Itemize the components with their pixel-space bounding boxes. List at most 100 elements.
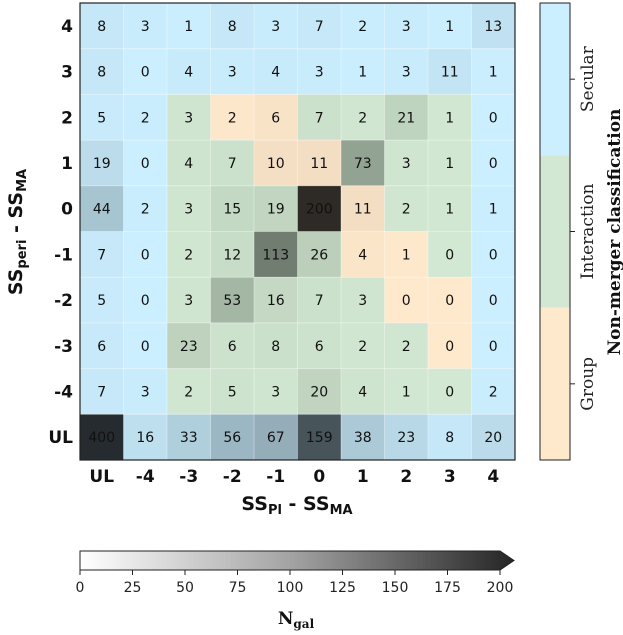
heatmap-cell-value: 0: [445, 247, 454, 263]
heatmap-cell-base: [254, 277, 298, 323]
heatmap-cell-value: 2: [228, 110, 237, 126]
heatmap-cell-base: [384, 322, 428, 369]
ngal-tick-label: 175: [434, 580, 461, 596]
heatmap-cell-value: 20: [484, 430, 502, 446]
heatmap-cell-base: [254, 48, 298, 95]
heatmap-cell-value: 0: [141, 247, 150, 263]
heatmap-cell-value: 113: [262, 247, 289, 263]
x-axis-label: SSPl - SSMA: [241, 493, 352, 518]
heatmap-cell-base: [167, 231, 211, 278]
heatmap-cell-value: 2: [402, 339, 411, 355]
heatmap-cell-base: [384, 414, 428, 460]
heatmap-cell-base: [341, 322, 385, 369]
x-tick-label: 0: [313, 467, 325, 487]
heatmap-cell-base: [341, 48, 385, 95]
heatmap-cell-shade: [297, 140, 341, 186]
heatmap-cell-shade: [297, 231, 341, 278]
heatmap-cell-base: [123, 185, 167, 232]
heatmap-cell-value: 0: [489, 247, 498, 263]
heatmap-cell-value: 7: [97, 384, 106, 400]
heatmap-cell-shade: [341, 414, 385, 460]
heatmap-cell-value: 3: [271, 384, 280, 400]
heatmap-cell-value: 4: [358, 247, 367, 263]
y-tick-label: 1: [61, 154, 73, 174]
heatmap-cell-base: [471, 48, 515, 95]
heatmap-cell-base: [167, 48, 211, 95]
x-tick-label: -1: [266, 467, 285, 487]
x-tick-label: -2: [223, 467, 242, 487]
heatmap-cell-base: [297, 140, 341, 186]
heatmap-cell-base: [384, 3, 428, 49]
heatmap-cell-value: 4: [271, 65, 280, 81]
heatmap-cell-value: 7: [315, 293, 324, 309]
heatmap-cell-value: 0: [445, 293, 454, 309]
class-label: Interaction: [578, 184, 598, 280]
heatmap-cell-base: [428, 140, 472, 186]
heatmap-cell-value: 3: [315, 65, 324, 81]
heatmap-cell-base: [210, 322, 254, 369]
heatmap-cell-value: 2: [141, 110, 150, 126]
heatmap-cell-value: 19: [93, 156, 111, 172]
heatmap-cell-base: [123, 231, 167, 278]
heatmap-cell-base: [254, 94, 298, 141]
heatmap-cell-value: 67: [267, 430, 285, 446]
y-tick-label: 4: [61, 17, 73, 37]
heatmap-cell-base: [123, 322, 167, 369]
heatmap-cell-value: 7: [315, 19, 324, 35]
heatmap-cell-base: [80, 94, 124, 141]
heatmap-cell-value: 2: [358, 110, 367, 126]
heatmap-cell-value: 8: [228, 19, 237, 35]
heatmap-cell-value: 3: [184, 202, 193, 218]
ngal-tick-label: 75: [229, 580, 247, 596]
heatmap-cell-base: [167, 414, 211, 460]
classification-colorbar-title: Non-merger classification: [605, 109, 623, 356]
heatmap-cell-value: 1: [445, 19, 454, 35]
x-tick-label: 4: [487, 467, 499, 487]
class-swatch: [540, 307, 570, 460]
heatmap-cell-value: 6: [97, 339, 106, 355]
heatmap-cell-base: [341, 368, 385, 415]
heatmap-cell-base: [167, 368, 211, 415]
heatmap-cell-value: 5: [228, 384, 237, 400]
heatmap-cell-base: [471, 94, 515, 141]
heatmap-cell-value: 8: [97, 65, 106, 81]
heatmap-cell-value: 1: [445, 110, 454, 126]
heatmap-cell-base: [471, 322, 515, 369]
heatmap-cell-base: [80, 48, 124, 95]
heatmap-cell-shade: [210, 277, 254, 323]
heatmap-cell-value: 2: [358, 339, 367, 355]
heatmap-cell-value: 200: [306, 202, 333, 218]
heatmap-cell-shade: [384, 94, 428, 141]
heatmap-cell-base: [428, 231, 472, 278]
ngal-tick-label: 125: [329, 580, 356, 596]
heatmap-cell-value: 73: [354, 156, 372, 172]
heatmap-cell-base: [384, 368, 428, 415]
heatmap-cell-value: 8: [97, 19, 106, 35]
heatmap-cell-value: 2: [184, 384, 193, 400]
heatmap-cell-base: [341, 140, 385, 186]
heatmap-cell-base: [428, 185, 472, 232]
heatmap-cell-base: [80, 231, 124, 278]
heatmap-cell-base: [80, 277, 124, 323]
y-tick-label: 0: [61, 200, 73, 220]
heatmap-frame: [79, 2, 516, 461]
heatmap-cell-value: 11: [354, 202, 372, 218]
heatmap-cell-base: [297, 231, 341, 278]
heatmap-cell-value: 3: [402, 65, 411, 81]
heatmap-cell-value: 10: [267, 156, 285, 172]
x-tick-label: 3: [444, 467, 456, 487]
heatmap-cell-base: [123, 48, 167, 95]
heatmap-cell-value: 3: [141, 19, 150, 35]
heatmap-cell-shade: [80, 414, 124, 460]
heatmap-cell-base: [80, 322, 124, 369]
heatmap-cell-base: [254, 3, 298, 49]
heatmap-cell-base: [428, 94, 472, 141]
heatmap-cell-value: 3: [402, 19, 411, 35]
heatmap-cell-base: [384, 185, 428, 232]
heatmap-cell-base: [297, 3, 341, 49]
heatmap-cell-base: [384, 94, 428, 141]
heatmap-cell-base: [254, 231, 298, 278]
heatmap-cell-shade: [297, 414, 341, 460]
y-tick-labels: 4 3 2 1 0 -1 -2 -3 -4 UL: [48, 17, 73, 448]
heatmap-cell-shade: [210, 231, 254, 278]
